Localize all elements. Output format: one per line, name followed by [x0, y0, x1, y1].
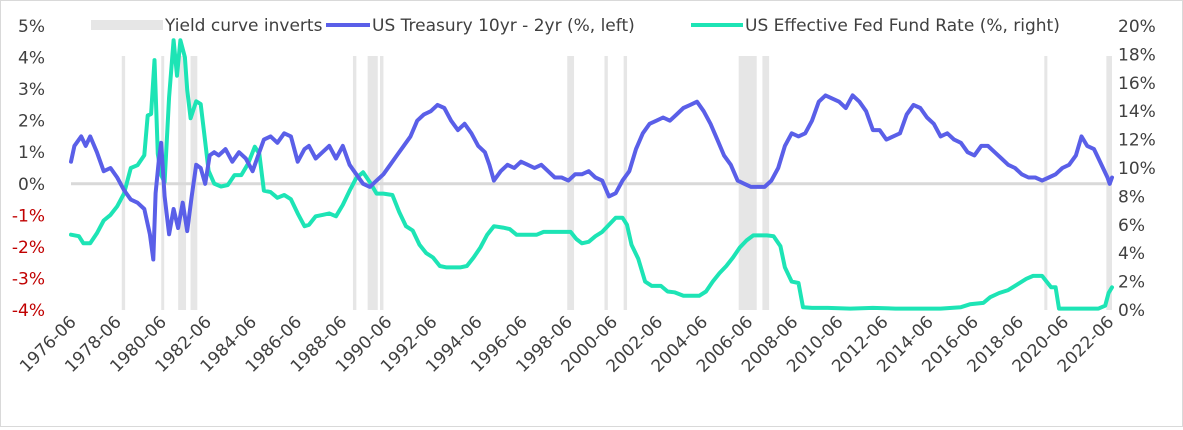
- legend-label: US Treasury 10yr - 2yr (%, left): [372, 16, 635, 36]
- x-axis: 1976-061978-061980-061982-061984-061986-…: [16, 312, 1118, 376]
- left-axis-tick-label: 3%: [18, 80, 45, 100]
- left-axis-tick-label: -1%: [12, 206, 45, 226]
- right-axis-tick-label: 0%: [1118, 301, 1145, 321]
- left-axis-tick-label: 5%: [18, 17, 45, 37]
- legend: Yield curve inverts US Treasury 10yr - 2y…: [91, 16, 1060, 36]
- left-axis-tick-label: 1%: [18, 143, 45, 163]
- right-axis-tick-label: 10%: [1118, 159, 1156, 179]
- legend-swatch: [691, 23, 743, 27]
- left-axis-tick-label: -3%: [12, 269, 45, 289]
- legend-label: Yield curve inverts: [164, 16, 323, 36]
- right-axis-tick-label: 14%: [1118, 102, 1156, 122]
- right-axis-tick-label: 6%: [1118, 216, 1145, 236]
- legend-fed-funds-rate: US Effective Fed Fund Rate (%, right): [691, 16, 1060, 36]
- right-axis-tick-label: 4%: [1118, 244, 1145, 264]
- legend-swatch: [326, 23, 370, 27]
- left-axis-tick-label: 2%: [18, 112, 45, 132]
- left-axis-tick-label: 4%: [18, 49, 45, 69]
- left-axis: -4% -3% -2% -1% 0% 1% 2% 3% 4% 5%: [12, 17, 45, 321]
- left-axis-tick-label: -4%: [12, 301, 45, 321]
- series-lines: [69, 38, 1114, 311]
- right-axis-tick-label: 12%: [1118, 131, 1156, 151]
- legend-yield-curve-inverts: Yield curve inverts: [91, 16, 323, 36]
- treasury-spread-line: [69, 93, 1114, 262]
- left-axis-tick-label: 0%: [18, 175, 45, 195]
- right-axis: 0% 2% 4% 6% 8% 10% 12% 14% 16% 18% 20%: [1118, 17, 1156, 321]
- right-axis-tick-label: 16%: [1118, 74, 1156, 94]
- legend-label: US Effective Fed Fund Rate (%, right): [745, 16, 1060, 36]
- right-axis-tick-label: 18%: [1118, 45, 1156, 65]
- legend-swatch: [91, 20, 163, 30]
- fed-funds-rate-line: [69, 38, 1114, 311]
- right-axis-tick-label: 8%: [1118, 187, 1145, 207]
- right-axis-tick-label: 20%: [1118, 17, 1156, 37]
- legend-treasury-spread: US Treasury 10yr - 2yr (%, left): [326, 16, 635, 36]
- left-axis-tick-label: -2%: [12, 238, 45, 258]
- right-axis-tick-label: 2%: [1118, 273, 1145, 293]
